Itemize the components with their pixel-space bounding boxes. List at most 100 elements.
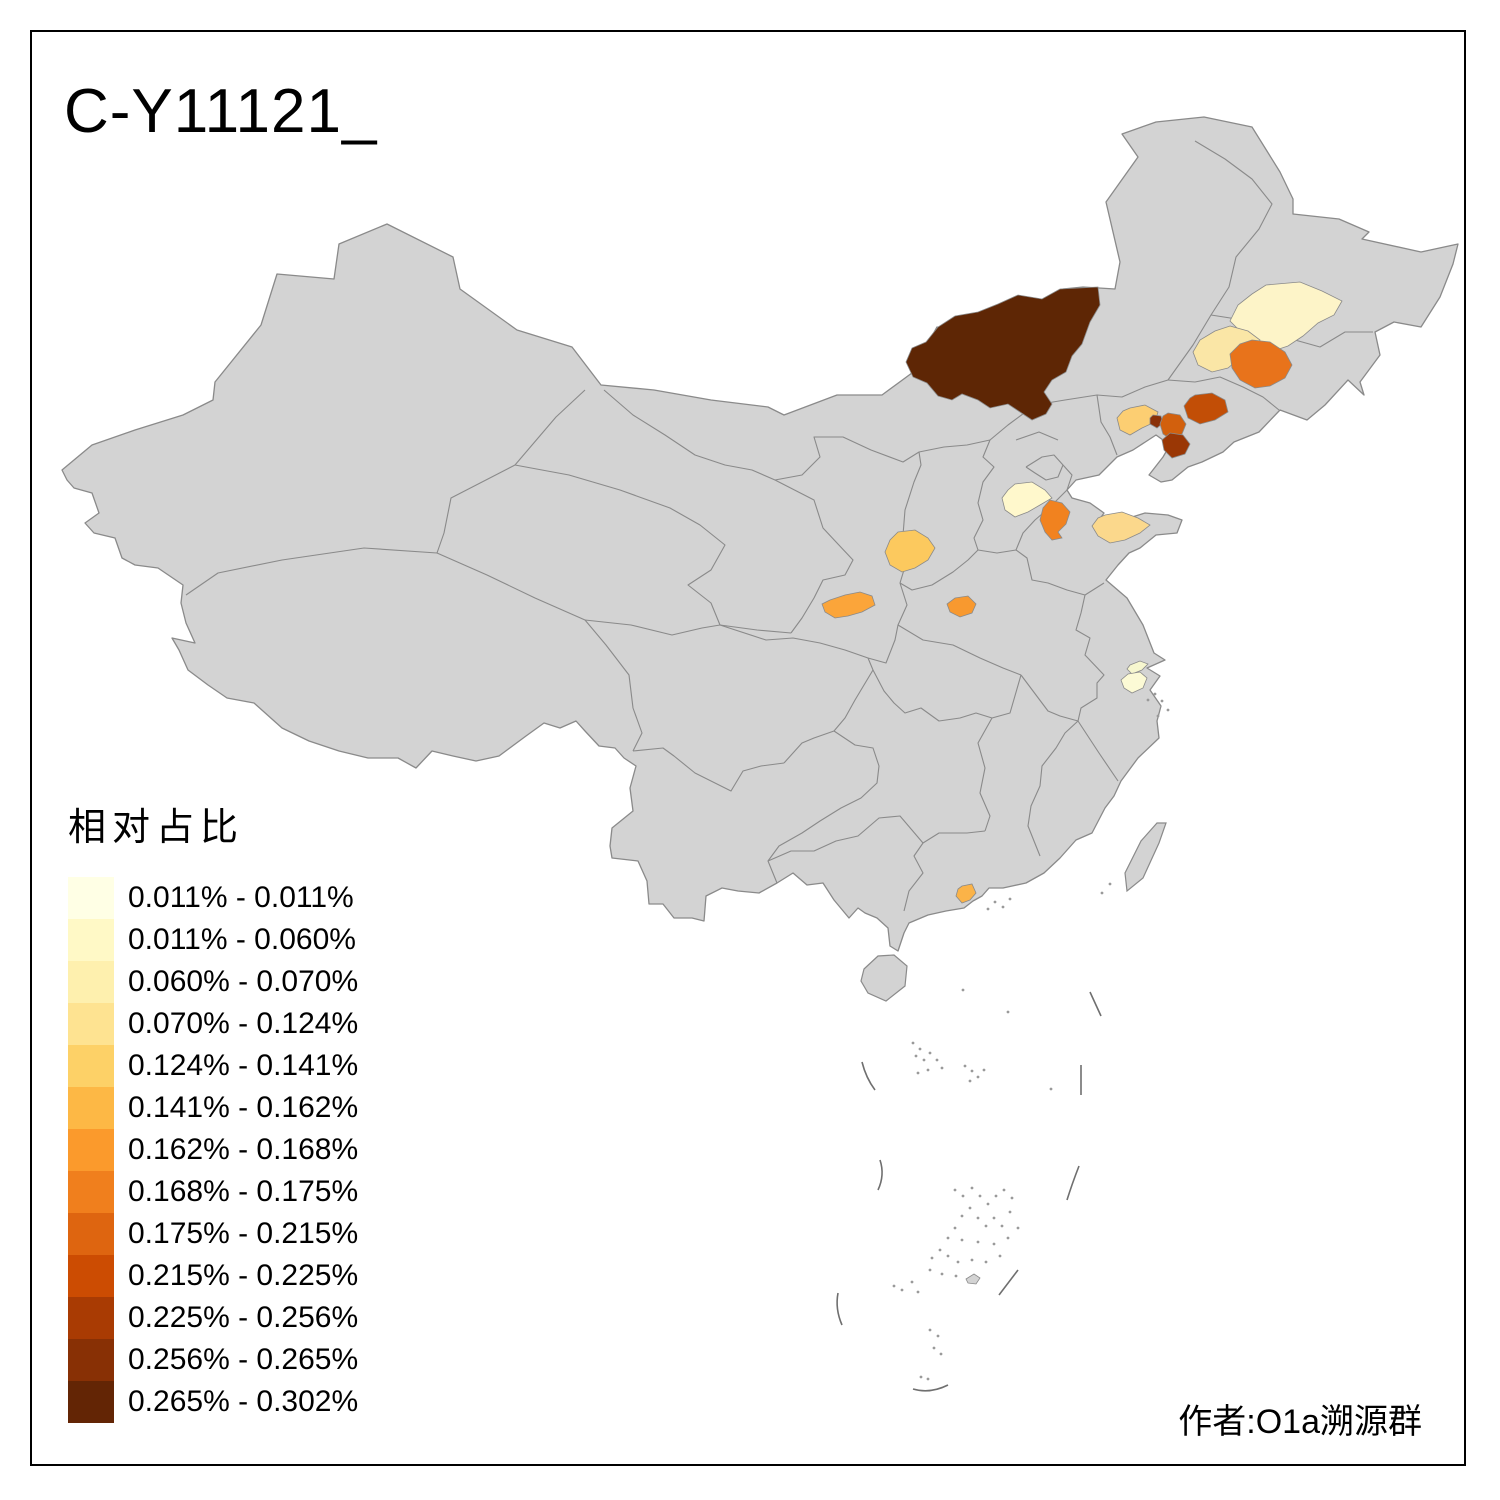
province-borders [185, 140, 1373, 912]
legend-item: 0.175% - 0.215% [68, 1213, 428, 1255]
island-speck [982, 1068, 986, 1072]
island-speck [900, 1288, 904, 1292]
island-speck [953, 1188, 957, 1192]
legend-label: 0.256% - 0.265% [128, 1343, 359, 1376]
province-border-line [1075, 594, 1105, 722]
legend-swatch [68, 919, 114, 961]
dash-segment [998, 1269, 1019, 1296]
province-border-line [899, 549, 979, 591]
island-speck [1108, 882, 1112, 886]
map-region-liaoning-south-dark-brown [1161, 432, 1191, 459]
province-border-line [774, 479, 854, 634]
map-region-shanghai-area-pale [1120, 671, 1148, 694]
legend-label: 0.215% - 0.225% [128, 1259, 359, 1292]
island-speck [1008, 897, 1012, 901]
island-speck [1002, 1188, 1006, 1192]
legend-swatch [68, 877, 114, 919]
province-border-line [767, 730, 880, 884]
island-speck [940, 1066, 944, 1070]
legend-label: 0.225% - 0.256% [128, 1301, 359, 1334]
map-region-liaoning-west-tan [1116, 404, 1159, 436]
province-border-line [1077, 720, 1119, 782]
legend-item: 0.168% - 0.175% [68, 1171, 428, 1213]
province-border-line [903, 830, 986, 912]
island-speck [1049, 1087, 1053, 1091]
province-border-line [514, 464, 726, 626]
legend-item: 0.225% - 0.256% [68, 1297, 428, 1339]
legend-label: 0.011% - 0.060% [128, 923, 356, 956]
legend-item: 0.265% - 0.302% [68, 1381, 428, 1423]
legend-label: 0.265% - 0.302% [128, 1385, 359, 1418]
legend-label: 0.011% - 0.011% [128, 881, 354, 914]
island-speck [936, 1334, 940, 1338]
legend-item: 0.070% - 0.124% [68, 1003, 428, 1045]
dash-segment [877, 1159, 883, 1191]
island-speck [1156, 714, 1160, 718]
legend-label: 0.070% - 0.124% [128, 1007, 359, 1040]
legend-swatch [68, 1339, 114, 1381]
island-speck [940, 1272, 944, 1276]
small-island [965, 1273, 981, 1285]
province-border-line [767, 815, 924, 862]
island-speck [998, 1254, 1002, 1258]
dash-segment [912, 1384, 949, 1392]
island-speck [1100, 891, 1104, 895]
island-speck [946, 1254, 950, 1258]
legend-label: 0.168% - 0.175% [128, 1175, 359, 1208]
island-speck [960, 1238, 964, 1242]
attribution-text: 作者:O1a溯源群 [1178, 1403, 1422, 1441]
island-speck [978, 1194, 982, 1198]
island-speck [946, 1236, 950, 1240]
island-speck [984, 1224, 988, 1228]
island-speck [961, 1194, 965, 1198]
province-border-line [973, 439, 995, 551]
province-border-line [1025, 454, 1064, 481]
island-speck [970, 1258, 974, 1262]
island-speck [916, 1071, 920, 1075]
map-region-henan-west-orange [946, 595, 977, 618]
map-region-yangtze-estuary-sliver-pale [1126, 660, 1149, 675]
legend-swatch [68, 1171, 114, 1213]
island-speck [910, 1280, 914, 1284]
map-region-liaoning-small-dark-blob [1149, 414, 1164, 429]
nine-dash-line [836, 991, 1102, 1392]
map-region-northeast-central-orange [1229, 339, 1293, 389]
island-speck [1160, 699, 1164, 703]
island-speck [954, 1274, 958, 1278]
map-region-shanxi-southwest-tan [884, 529, 936, 573]
island-speck [930, 1256, 934, 1260]
island-speck [984, 1260, 988, 1264]
island-speck [914, 1054, 918, 1058]
legend-label: 0.162% - 0.168% [128, 1133, 359, 1166]
island-speck [970, 1069, 974, 1073]
island-speck [892, 1284, 896, 1288]
legend-item: 0.011% - 0.011% [68, 877, 428, 919]
province-border-line [1020, 674, 1079, 722]
legend-label: 0.141% - 0.162% [128, 1091, 359, 1124]
island-speck [938, 1248, 942, 1252]
island-speck [928, 1051, 932, 1055]
province-border-line [897, 624, 1022, 676]
island-speck [1000, 1224, 1004, 1228]
legend-label: 0.060% - 0.070% [128, 965, 359, 998]
map-region-shandong-peninsula-tan [1091, 511, 1151, 544]
island-speck [986, 1202, 990, 1206]
island-speck [928, 1268, 932, 1272]
island-speck [968, 1206, 972, 1210]
map-region-northeast-middle-cream [1192, 325, 1261, 373]
legend-rows: 0.011% - 0.011% 0.011% - 0.060% 0.060% - 0… [68, 877, 428, 1423]
island-speck [1006, 1010, 1010, 1014]
province-border-line [1027, 720, 1079, 857]
dash-segment [1066, 1165, 1080, 1201]
province-border-line [1062, 464, 1073, 491]
island-speck [960, 1214, 964, 1218]
legend-swatch [68, 1255, 114, 1297]
page-title: C-Y11121_ [64, 77, 378, 146]
island-speck [928, 1328, 932, 1332]
legend-item: 0.256% - 0.265% [68, 1339, 428, 1381]
island-speck [922, 1058, 926, 1062]
map-region-shaanxi-central-orange [821, 591, 876, 619]
legend-label: 0.124% - 0.141% [128, 1049, 359, 1082]
